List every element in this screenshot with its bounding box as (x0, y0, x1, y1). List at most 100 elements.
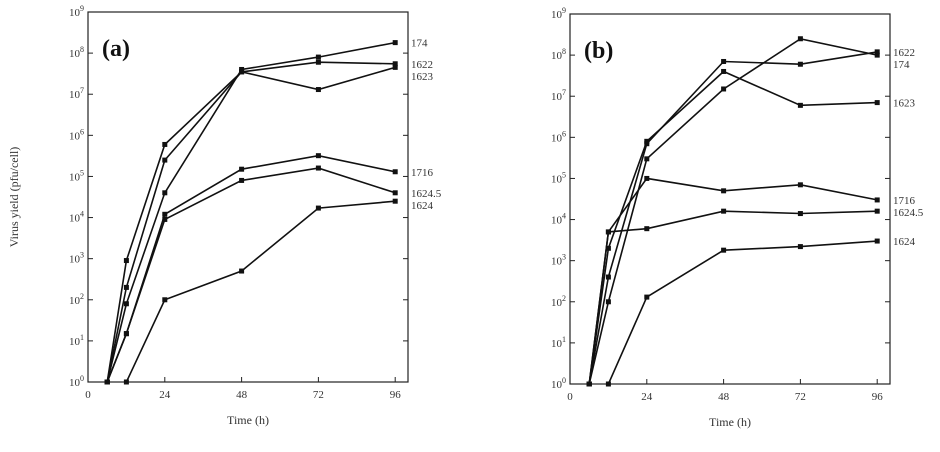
series-174: 174 (104, 38, 428, 385)
data-point (392, 61, 398, 67)
data-point (797, 182, 803, 188)
series-1622: 1622 (586, 47, 915, 387)
x-tick-label: 48 (236, 389, 248, 401)
series-label: 1624.5 (411, 188, 442, 200)
x-tick-label: 72 (313, 389, 324, 401)
data-point (874, 238, 880, 244)
y-tick-label: 109 (551, 6, 566, 21)
data-point (392, 40, 398, 46)
series-label: 1623 (411, 71, 434, 83)
data-point (644, 226, 650, 232)
x-tick-label: 96 (872, 391, 884, 403)
series-label: 1716 (411, 167, 434, 179)
series-label: 174 (411, 38, 428, 50)
data-point (605, 381, 611, 387)
x-axis-label: Time (h) (709, 415, 751, 429)
data-point (644, 175, 650, 181)
data-point (874, 197, 880, 203)
series-label: 1624.5 (893, 207, 924, 219)
y-tick-label: 102 (69, 292, 84, 307)
plot-frame (569, 13, 891, 385)
data-point (605, 274, 611, 280)
series-line (106, 61, 396, 383)
data-point (315, 205, 321, 211)
y-tick-label: 104 (69, 210, 84, 225)
y-tick-label: 100 (551, 376, 566, 391)
data-point (605, 245, 611, 251)
data-point (239, 268, 245, 274)
series-line (125, 200, 396, 383)
series-line (588, 70, 878, 385)
data-point (123, 258, 129, 264)
data-point (586, 381, 592, 387)
y-tick-label: 106 (69, 127, 84, 142)
data-point (721, 247, 727, 253)
y-tick-label: 101 (69, 333, 84, 348)
series-label: 1622 (893, 47, 915, 59)
data-point (874, 49, 880, 55)
data-point (392, 198, 398, 204)
data-point (392, 190, 398, 196)
y-tick-label: 104 (551, 212, 566, 227)
series-label: 1622 (411, 59, 433, 71)
data-point (605, 299, 611, 305)
series-line (106, 66, 396, 383)
data-point (797, 244, 803, 250)
data-point (797, 61, 803, 67)
data-point (162, 190, 168, 196)
series-label: 1623 (893, 98, 916, 110)
y-tick-label: 107 (551, 88, 566, 103)
data-point (315, 165, 321, 171)
data-point (162, 297, 168, 303)
data-point (797, 102, 803, 108)
panel-a: 100 101 102 103 104 105 106 107 108 109 0 24 48 72 96 T… (7, 4, 442, 427)
y-tick-label: 105 (69, 168, 84, 183)
series-line (106, 167, 396, 383)
data-point (721, 58, 727, 64)
series-line (106, 41, 396, 383)
data-point (644, 294, 650, 300)
data-point (874, 100, 880, 106)
y-tick-label: 102 (551, 294, 566, 309)
data-point (123, 301, 129, 307)
x-tick-label: 48 (718, 391, 730, 403)
panel-label: (a) (102, 36, 130, 62)
data-point (239, 69, 245, 75)
series-label: 174 (893, 59, 910, 71)
data-point (315, 87, 321, 93)
series-label: 1716 (893, 195, 916, 207)
y-tick-label: 108 (551, 47, 566, 62)
data-point (104, 379, 110, 385)
series-1624: 1624 (605, 236, 916, 387)
series-1624.5: 1624.5 (586, 207, 924, 387)
data-point (797, 36, 803, 42)
y-tick-label: 107 (69, 86, 84, 101)
data-point (392, 64, 398, 70)
data-point (123, 379, 129, 385)
y-tick-label: 100 (69, 374, 84, 389)
y-tick-label: 103 (551, 253, 566, 268)
y-tick-label: 101 (551, 335, 566, 350)
series-line (607, 240, 878, 385)
data-point (797, 211, 803, 217)
x-tick-label: 0 (567, 391, 573, 403)
series-1624: 1624 (123, 198, 434, 385)
series-label: 1624 (411, 200, 434, 212)
data-point (874, 208, 880, 214)
x-tick-label: 72 (795, 391, 806, 403)
series-1716: 1716 (586, 175, 916, 387)
y-tick-label: 105 (551, 170, 566, 185)
data-point (721, 86, 727, 92)
data-point (721, 208, 727, 214)
x-axis-label: Time (h) (227, 413, 269, 427)
data-point (239, 166, 245, 172)
plot-frame (87, 11, 409, 383)
data-point (123, 331, 129, 337)
data-point (123, 284, 129, 290)
y-tick-label: 109 (69, 4, 84, 19)
data-point (874, 52, 880, 58)
series-1622: 1622 (104, 59, 433, 385)
series-line (588, 210, 878, 385)
